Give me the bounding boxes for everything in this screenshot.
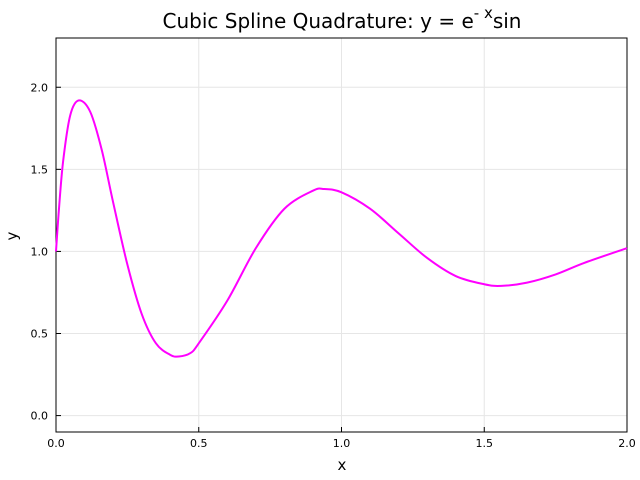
- y-tick-label: 2.0: [31, 81, 49, 94]
- chart-title: Cubic Spline Quadrature: y = e- xsin: [163, 4, 522, 33]
- title-suffix: sin: [493, 9, 522, 33]
- x-tick-label: 1.5: [476, 437, 494, 450]
- x-tick-label: 1.0: [333, 437, 351, 450]
- y-tick-label: 0.5: [31, 328, 49, 341]
- x-axis-label: x: [338, 456, 347, 474]
- plot-frame: [55, 37, 628, 433]
- y-tick-label: 1.5: [31, 163, 49, 176]
- y-tick-label: 0.0: [31, 410, 49, 423]
- y-axis-label: y: [3, 231, 21, 240]
- x-tick-label: 2.0: [618, 437, 636, 450]
- x-tick-label: 0.0: [47, 437, 65, 450]
- x-tick-label: 0.5: [190, 437, 208, 450]
- line-series: [55, 99, 628, 358]
- title-superscript: - x: [474, 4, 493, 22]
- title-main: Cubic Spline Quadrature: y = e: [163, 9, 474, 33]
- y-tick-label: 1.0: [31, 245, 49, 258]
